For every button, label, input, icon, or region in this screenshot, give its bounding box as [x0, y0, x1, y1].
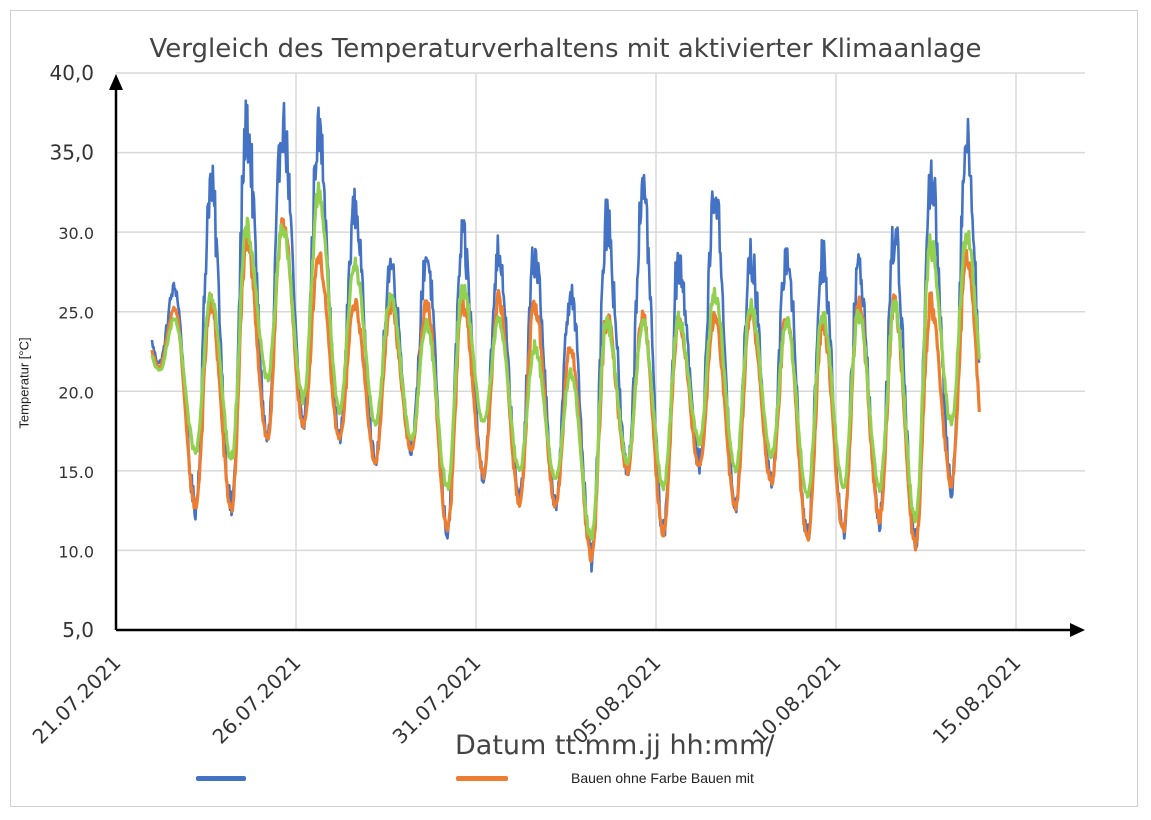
chart-frame [10, 10, 1138, 807]
legend-swatch-blue [196, 776, 246, 781]
y-tick-label: 35,0 [49, 141, 94, 165]
series-line-3 [150, 181, 981, 541]
y-axis-arrow [109, 74, 123, 90]
x-axis-arrow [1070, 623, 1085, 637]
y-tick-label: 20.0 [58, 383, 94, 402]
y-axis-label: Temperatur [°C] [16, 337, 32, 429]
x-tick-label: 26.07.2021 [208, 651, 306, 749]
legend-text: Bauen ohne Farbe Bauen mit [571, 770, 754, 786]
x-axis-label: Datum tt.mm.jj hh:mm/ [455, 730, 775, 761]
y-tick-label: 25.0 [58, 304, 94, 323]
y-tick-label: 5,0 [62, 618, 94, 642]
y-tick-label: 10.0 [58, 542, 94, 561]
x-tick-label: 21.07.2021 [28, 651, 126, 749]
y-tick-label: 30.0 [58, 224, 94, 243]
legend-swatch-orange [456, 776, 508, 781]
chart-title: Vergleich des Temperaturverhaltens mit a… [149, 34, 982, 64]
y-tick-label: 40,0 [49, 61, 94, 85]
y-tick-label: 15.0 [58, 463, 94, 482]
x-tick-label: 15.08.2021 [928, 651, 1026, 749]
